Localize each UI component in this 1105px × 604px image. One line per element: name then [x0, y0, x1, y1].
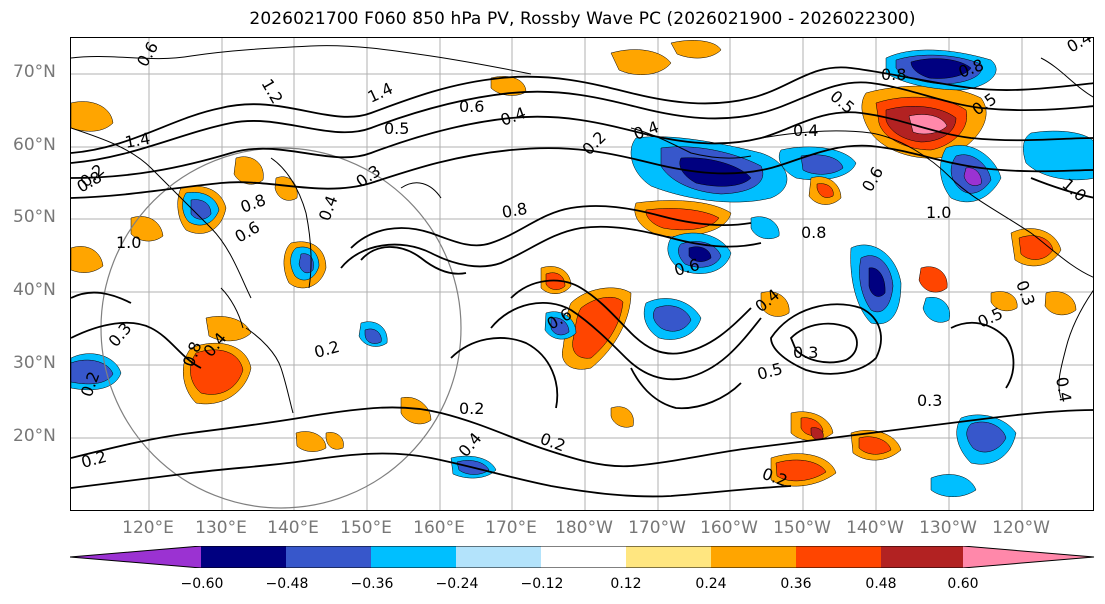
- lat-label: 30°N: [13, 353, 56, 373]
- lon-label: 120°E: [122, 518, 174, 538]
- colorbar-segment: [70, 546, 201, 568]
- contour-label: 0.6: [459, 97, 484, 116]
- colorbar-segment: [711, 546, 796, 568]
- map-svg: 0.6 1.2 1.4 0.6 0.4 0.5 0.2 0.5 0.8 0.4 …: [71, 38, 1095, 510]
- contour-label: 0.6: [858, 163, 887, 195]
- lon-label: 160°W: [700, 518, 758, 538]
- colorbar-segment: [541, 546, 626, 568]
- lat-label: 40°N: [13, 280, 56, 300]
- lat-label: 20°N: [13, 426, 56, 446]
- contour-label: 1.4: [365, 79, 396, 107]
- colorbar-tick: 0.24: [695, 576, 727, 592]
- contour-label: 0.4: [1064, 38, 1095, 56]
- pv-contours: [71, 66, 1093, 498]
- coastlines: [71, 45, 1093, 414]
- lon-label: 140°W: [846, 518, 904, 538]
- colorbar-tick: −0.48: [265, 576, 309, 592]
- colorbar-segment: [456, 546, 541, 568]
- colorbar-tick: −0.12: [520, 576, 564, 592]
- contour-label: 0.5: [384, 119, 409, 138]
- contour-label: 0.8: [238, 190, 268, 217]
- contour-label: 0.3: [917, 391, 942, 410]
- colorbar-segment: [626, 546, 711, 568]
- contour-label: 0.3: [793, 343, 818, 362]
- colorbar-outline: [70, 546, 1095, 568]
- lat-label: 70°N: [13, 62, 56, 82]
- rossby-wave-fills: [71, 40, 1093, 497]
- lon-label: 170°E: [485, 518, 537, 538]
- colorbar-tick: 0.60: [947, 576, 979, 592]
- contour-label: 0.8: [500, 199, 528, 222]
- contour-label: 0.2: [79, 447, 109, 472]
- colorbar-tick: −0.60: [180, 576, 224, 592]
- contour-label: 0.4: [455, 429, 486, 461]
- colorbar-segment: [371, 546, 456, 568]
- colorbar-tick: 0.36: [780, 576, 812, 592]
- lon-label: 160°E: [413, 518, 465, 538]
- colorbar-segment: [881, 546, 963, 568]
- contour-label: 0.2: [578, 127, 609, 158]
- lon-label: 120°W: [992, 518, 1050, 538]
- contour-label: 0.8: [881, 65, 906, 84]
- contour-label: 1.2: [258, 76, 287, 108]
- contour-label: 0.4: [498, 103, 528, 130]
- lon-label: 130°W: [919, 518, 977, 538]
- contour-label: 0.2: [312, 337, 342, 362]
- lon-label: 150°E: [340, 518, 392, 538]
- colorbar-tick: −0.36: [350, 576, 394, 592]
- lon-label: 170°W: [628, 518, 686, 538]
- contour-label: 0.8: [801, 223, 826, 242]
- contour-label: 1.0: [116, 233, 141, 252]
- contour-label: 1.0: [926, 203, 951, 222]
- map-panel: 0.6 1.2 1.4 0.6 0.4 0.5 0.2 0.5 0.8 0.4 …: [70, 37, 1094, 511]
- colorbar-tick: 0.12: [610, 576, 642, 592]
- lat-label: 60°N: [13, 135, 56, 155]
- contour-label: 1.4: [123, 129, 151, 152]
- colorbar: [70, 546, 1095, 568]
- lon-label: 140°E: [267, 518, 319, 538]
- colorbar-segment: [201, 546, 286, 568]
- lat-label: 50°N: [13, 207, 56, 227]
- contour-label: 0.6: [133, 38, 162, 70]
- contour-label: 0.5: [755, 359, 785, 384]
- lon-label: 130°E: [195, 518, 247, 538]
- colorbar-segment: [796, 546, 881, 568]
- contour-label: 0.4: [1052, 375, 1075, 403]
- map-title: 2026021700 F060 850 hPa PV, Rossby Wave …: [249, 9, 916, 29]
- colorbar-segment: [963, 546, 1094, 568]
- contour-label: 0.2: [459, 399, 484, 418]
- contour-label: 0.4: [793, 121, 818, 140]
- contour-label: 0.2: [538, 429, 568, 456]
- lon-label: 180°W: [555, 518, 613, 538]
- colorbar-tick: −0.24: [435, 576, 479, 592]
- lon-label: 150°W: [773, 518, 831, 538]
- colorbar-segment: [286, 546, 371, 568]
- reference-circle: [100, 147, 462, 509]
- colorbar-tick: 0.48: [865, 576, 897, 592]
- contour-label: 0.6: [232, 217, 264, 246]
